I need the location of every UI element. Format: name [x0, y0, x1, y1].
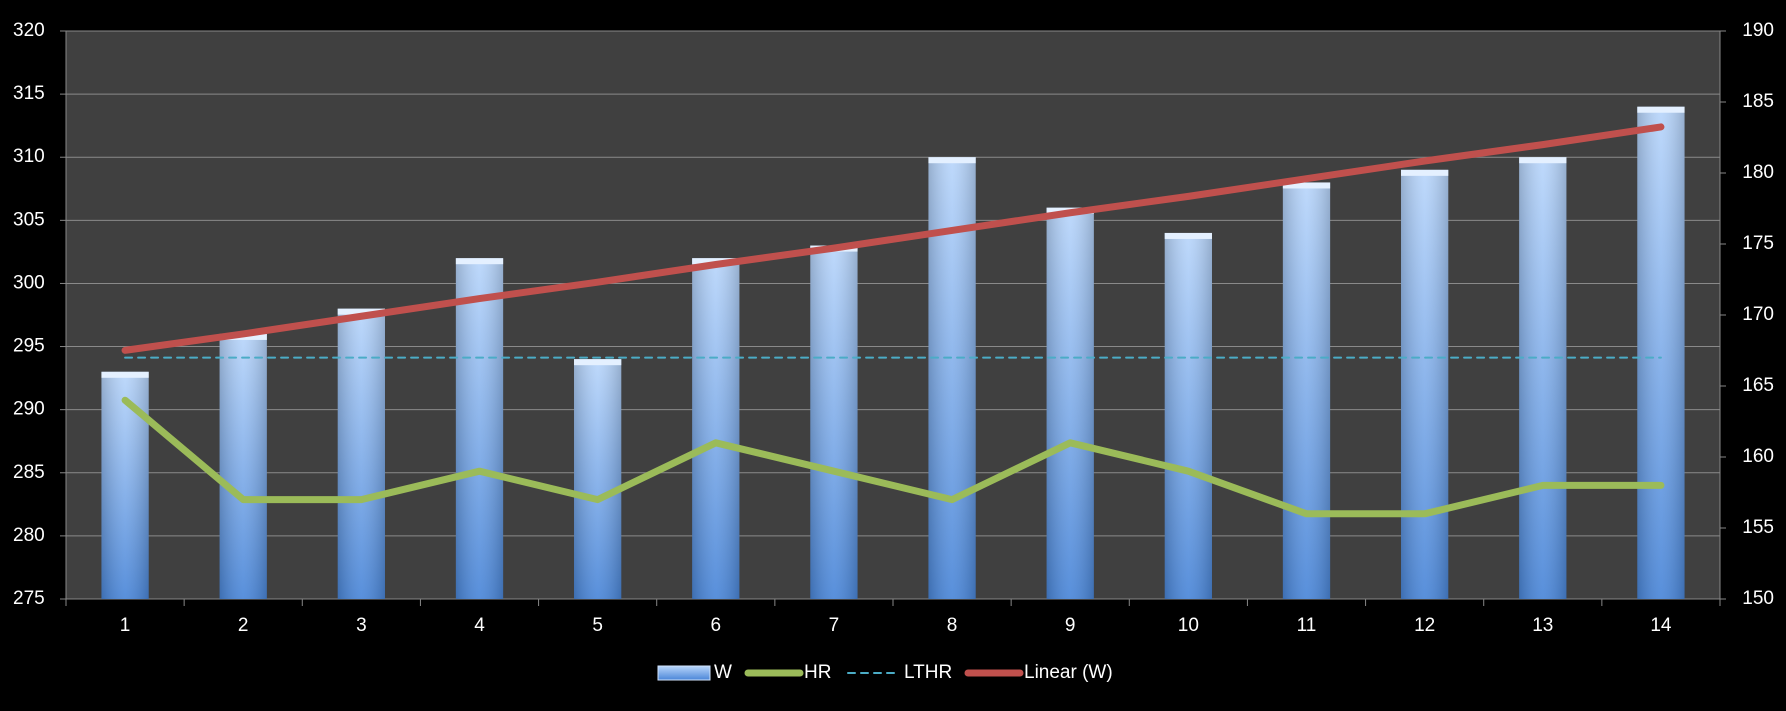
bar-cap	[337, 308, 385, 315]
bar-cap	[1637, 106, 1685, 113]
bar-shade	[810, 245, 858, 600]
bar-shade	[1164, 232, 1212, 599]
y-tick-label: 290	[13, 399, 45, 420]
y2-tick-label: 170	[1742, 304, 1774, 325]
y2-tick-label: 190	[1742, 20, 1774, 41]
bar-cap	[928, 157, 976, 164]
y-tick-label: 295	[13, 336, 45, 357]
y-tick-label: 285	[13, 462, 45, 483]
bar-cap	[1401, 169, 1449, 176]
legend-label: HR	[804, 662, 831, 683]
y2-tick-label: 180	[1742, 162, 1774, 183]
x-tick-label: 6	[710, 615, 721, 636]
y-tick-label: 280	[13, 525, 45, 546]
x-tick-label: 1	[120, 615, 131, 636]
line	[121, 123, 1665, 354]
x-tick-label: 3	[356, 615, 367, 636]
bar-shade	[455, 258, 504, 599]
bar-shade	[1401, 169, 1449, 599]
y2-tick-label: 150	[1742, 588, 1774, 609]
x-tick-label: 13	[1532, 615, 1553, 636]
bar-cap	[455, 258, 504, 265]
y-tick-label: 305	[13, 209, 45, 230]
legend-swatch	[657, 665, 711, 681]
x-tick-label: 8	[947, 615, 958, 636]
y2-tick-label: 175	[1742, 233, 1774, 254]
bar-cap	[1519, 157, 1567, 164]
bar-shade	[1519, 157, 1567, 599]
bar-shade	[1637, 106, 1685, 599]
x-tick-label: 14	[1650, 615, 1672, 636]
plot-area	[66, 31, 1720, 599]
bar-cap	[1164, 232, 1212, 239]
bar-shade	[1046, 207, 1094, 599]
x-tick-label: 11	[1297, 615, 1317, 636]
x-tick-label: 9	[1065, 615, 1076, 636]
x-tick-label: 4	[474, 615, 485, 636]
y-tick-label: 315	[13, 83, 45, 104]
bar-cap	[574, 359, 622, 366]
legend-label: LTHR	[904, 662, 952, 683]
bar-shade	[1282, 182, 1331, 599]
bar-shade	[337, 308, 385, 599]
x-tick-label: 7	[829, 615, 840, 636]
x-tick-label: 2	[238, 615, 249, 636]
y-tick-label: 320	[13, 20, 45, 41]
y-tick-label: 300	[13, 272, 45, 293]
bar-shade	[692, 258, 740, 599]
bar-cap	[101, 371, 149, 378]
y2-tick-label: 155	[1742, 517, 1774, 538]
x-tick-label: 12	[1414, 615, 1435, 636]
bar-shade	[574, 359, 622, 599]
line	[121, 396, 1665, 518]
bar-cap	[1282, 182, 1331, 189]
bar-shade	[928, 157, 976, 599]
x-tick-label: 10	[1178, 615, 1199, 636]
y2-tick-label: 185	[1742, 91, 1774, 112]
bar-shade	[101, 371, 149, 599]
y-tick-label: 310	[13, 146, 45, 167]
legend-label: Linear (W)	[1024, 662, 1113, 683]
y-tick-label: 275	[13, 588, 45, 609]
bar-shade	[219, 333, 267, 599]
y2-tick-label: 160	[1742, 446, 1774, 467]
legend-label: W	[714, 662, 732, 683]
y2-tick-label: 165	[1742, 375, 1774, 396]
x-tick-label: 5	[592, 615, 603, 636]
